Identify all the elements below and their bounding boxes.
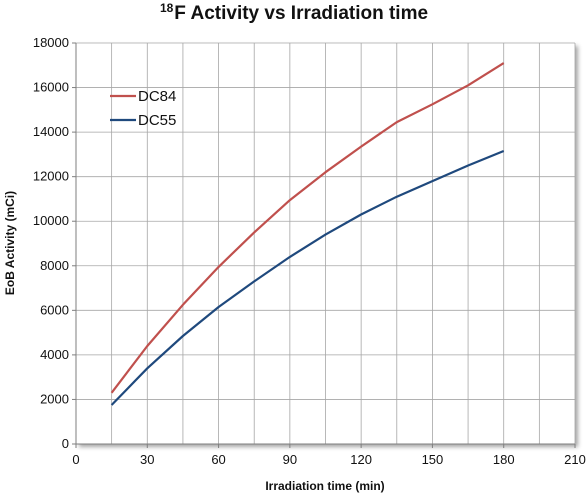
y-tick-label: 16000 xyxy=(33,80,69,95)
x-tick-label: 60 xyxy=(211,452,225,467)
y-tick-label: 10000 xyxy=(33,213,69,228)
y-tick-label: 8000 xyxy=(40,258,69,273)
legend: DC84 DC55 xyxy=(110,88,176,129)
legend-label-dc55: DC55 xyxy=(138,112,176,129)
axes xyxy=(72,42,576,448)
legend-label-dc84: DC84 xyxy=(138,88,176,105)
x-tick-label: 120 xyxy=(350,452,372,467)
y-tick-label: 12000 xyxy=(33,169,69,184)
y-axis-label: EoB Activity (mCi) xyxy=(3,191,17,295)
chart-title: 18F Activity vs Irradiation time xyxy=(0,1,588,25)
x-tick-label: 0 xyxy=(72,452,79,467)
x-axis-label: Irradiation time (min) xyxy=(265,479,384,493)
title-text: F Activity vs Irradiation time xyxy=(174,3,429,24)
series-line-dc55 xyxy=(110,149,505,406)
tick-labels: 0 2000 4000 6000 8000 10000 12000 14000 16000 180… xyxy=(33,35,586,467)
y-tick-label: 4000 xyxy=(40,347,69,362)
x-tick-label: 30 xyxy=(140,452,154,467)
series-lines xyxy=(110,62,505,406)
x-tick-label: 210 xyxy=(564,452,586,467)
x-tick-label: 90 xyxy=(283,452,297,467)
x-tick-label: 150 xyxy=(422,452,444,467)
y-tick-label: 18000 xyxy=(33,35,69,50)
y-tick-label: 14000 xyxy=(33,124,69,139)
grid xyxy=(76,42,576,444)
title-superscript: 18 xyxy=(159,1,174,15)
series-line-dc84 xyxy=(110,62,505,394)
y-tick-label: 6000 xyxy=(40,302,69,317)
x-tick-label: 180 xyxy=(493,452,515,467)
y-tick-label: 0 xyxy=(62,436,69,451)
y-tick-label: 2000 xyxy=(40,391,69,406)
